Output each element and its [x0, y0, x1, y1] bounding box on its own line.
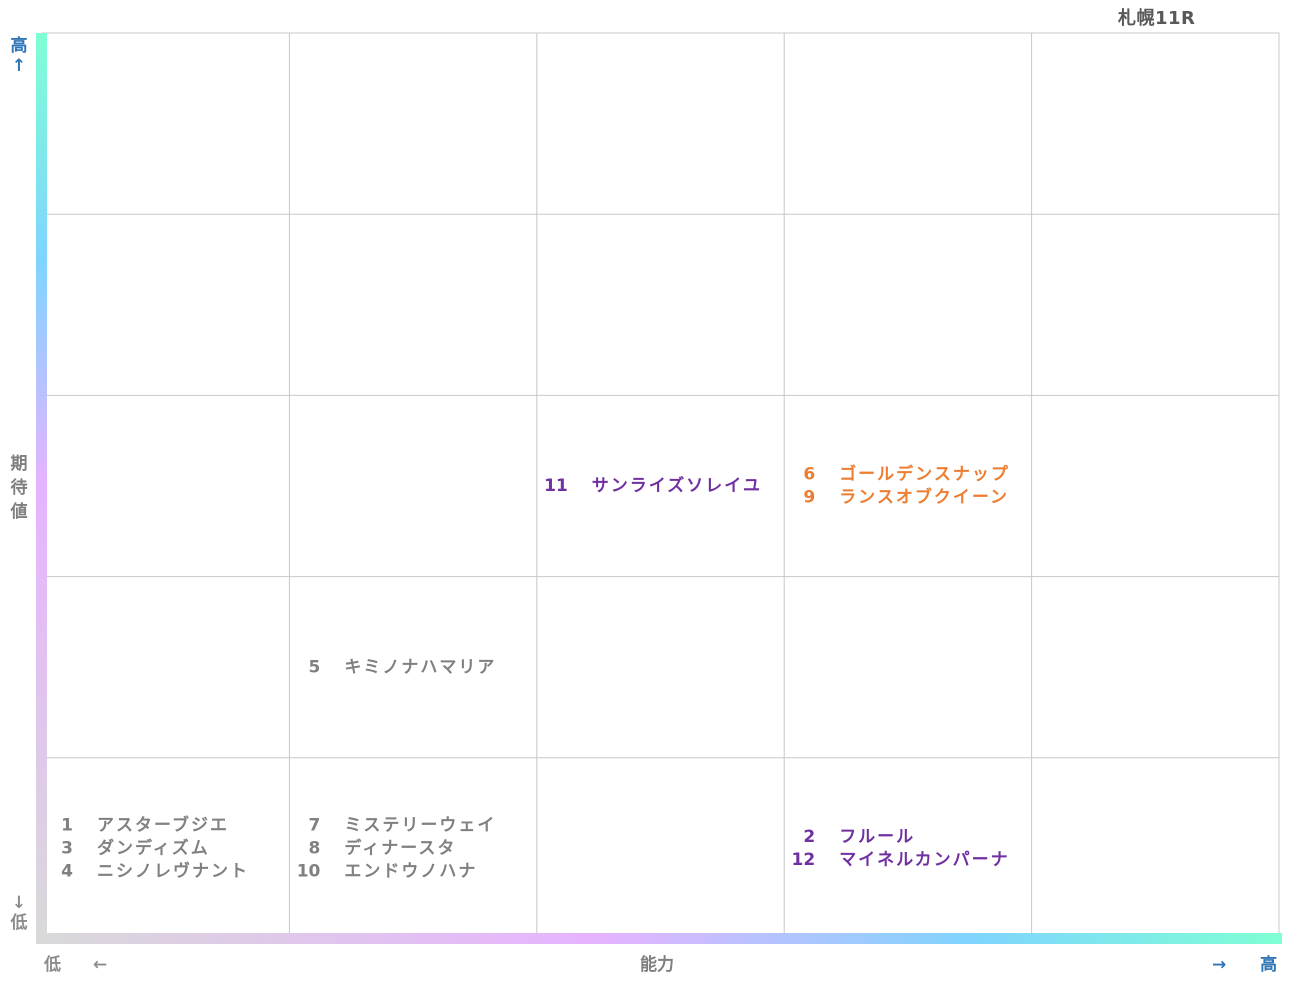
x-axis-bar	[36, 933, 1282, 944]
horse-name: サンライズソレイユ	[592, 475, 762, 496]
horse-name: マイネルカンパーナ	[839, 850, 1010, 870]
horse-name: ゴールデンスナップ	[839, 464, 1010, 485]
horse-name: エンドウノハナ	[344, 861, 477, 881]
horse-name: アスターブジエ	[97, 814, 229, 835]
horse-number: 7	[309, 815, 321, 835]
y-axis-high-label: 高 ↑	[9, 36, 29, 76]
y-axis-title-char: 値	[10, 502, 28, 522]
horse-name: フルール	[839, 827, 915, 847]
y-axis-low-label: ↓ 低	[9, 893, 29, 933]
horse-number: 6	[803, 465, 815, 485]
horse-number: 2	[803, 827, 815, 847]
race-title: 札幌11R	[1118, 8, 1196, 29]
up-arrow-icon: ↑	[11, 56, 27, 76]
horse-name: キミノナハマリア	[344, 657, 496, 677]
horse-labels: 11 サンライズソレイユ 6 ゴールデンスナップ 9 ランスオブクイーン 5 キミノナハマリア…	[61, 464, 1010, 882]
horse-number: 10	[297, 861, 321, 881]
y-axis-title: 期待値	[9, 452, 29, 524]
horse-number: 4	[61, 861, 73, 881]
x-axis-low-text: 低	[44, 955, 61, 975]
left-arrow-icon: ←	[92, 955, 108, 975]
y-axis-title-char: 待	[10, 478, 28, 498]
axes	[36, 33, 1282, 944]
y-axis-bar	[36, 33, 47, 941]
horse-name: ダンディズム	[97, 837, 210, 858]
cell-entries: 1 アスターブジエ 3 ダンディズム 4 ニシノレヴナント	[61, 814, 249, 881]
horse-number: 1	[61, 815, 73, 835]
x-axis-low-label: 低 ←	[44, 950, 107, 975]
y-axis-title-char: 期	[10, 454, 28, 474]
x-axis-high-text: 高	[1260, 955, 1278, 975]
cell-entries: 2 フルール 12 マイネルカンパーナ	[792, 827, 1010, 870]
y-axis-title-text: 期待値	[9, 452, 29, 524]
horse-name: ディナースタ	[344, 837, 456, 858]
y-axis-high-text: 高	[10, 36, 28, 56]
horse-number: 11	[544, 476, 568, 496]
horse-name: ミステリーウェイ	[344, 815, 496, 835]
cell-entries: 11 サンライズソレイユ	[544, 475, 762, 496]
down-arrow-icon: ↓	[11, 893, 27, 913]
cell-entries: 5 キミノナハマリア	[309, 657, 496, 677]
horse-number: 5	[309, 657, 321, 677]
y-axis-low-text: 低	[10, 913, 28, 933]
cell-entries: 7 ミステリーウェイ 8 ディナースタ 10 エンドウノハナ	[297, 815, 496, 881]
right-arrow-icon: →	[1212, 955, 1227, 975]
horse-name: ランスオブクイーン	[839, 487, 1009, 508]
x-axis-title: 能力	[640, 955, 674, 975]
horse-number: 12	[792, 850, 816, 870]
x-axis-high-label: → 高	[1212, 950, 1277, 975]
horse-number: 8	[309, 838, 321, 858]
cell-entries: 6 ゴールデンスナップ 9 ランスオブクイーン	[803, 464, 1010, 508]
horse-number: 3	[61, 838, 73, 858]
horse-name: ニシノレヴナント	[97, 860, 249, 881]
horse-number: 9	[803, 488, 815, 508]
